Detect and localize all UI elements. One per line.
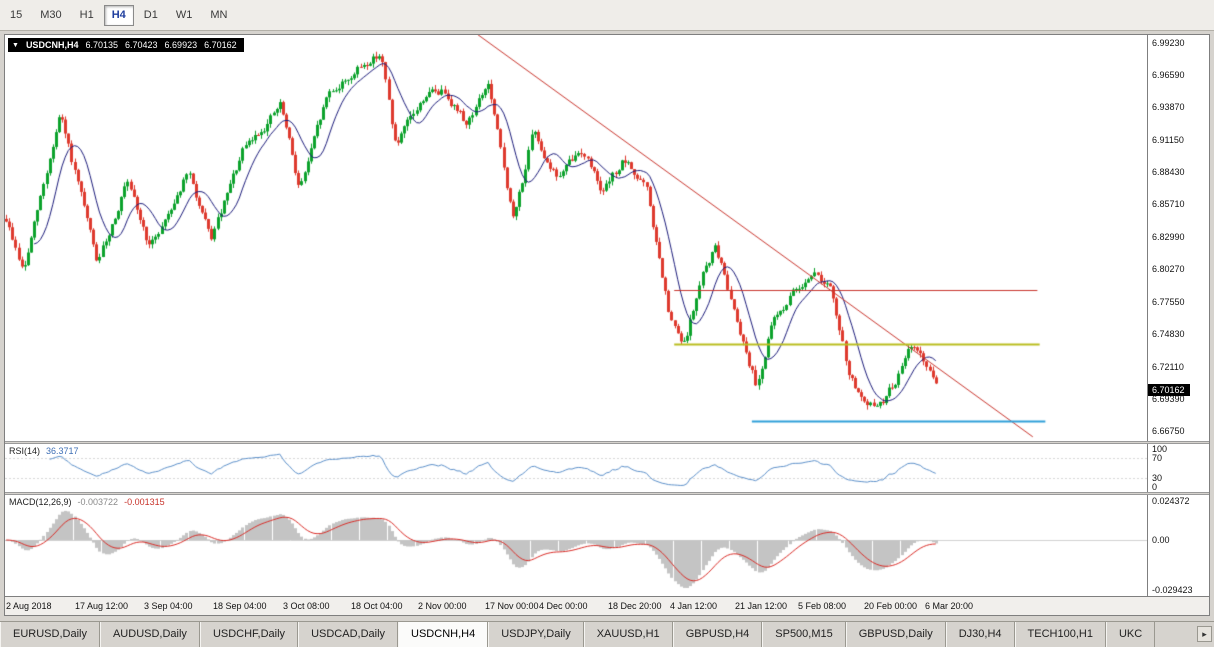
chart-tab-xauusd-h1[interactable]: XAUUSD,H1 <box>583 622 673 647</box>
time-axis-label: 17 Aug 12:00 <box>75 601 129 611</box>
tabs-scroll-right-button[interactable]: ▸ <box>1197 626 1212 642</box>
rsi-chart-canvas[interactable] <box>5 444 1147 492</box>
chart-tab-usdcnh-h4[interactable]: USDCNH,H4 <box>398 622 489 647</box>
price-axis-label: 6.85710 <box>1152 199 1185 210</box>
price-axis-label: 6.69390 <box>1152 394 1185 405</box>
time-axis-label: 21 Jan 12:00 <box>735 601 788 611</box>
chart-tab-usdchf-daily[interactable]: USDCHF,Daily <box>199 622 299 647</box>
timeframe-button-d1[interactable]: D1 <box>136 5 166 26</box>
pane-splitter-1[interactable] <box>5 441 1209 444</box>
timeframe-button-h1[interactable]: H1 <box>72 5 102 26</box>
triangle-down-icon: ▼ <box>12 41 19 49</box>
ohlc-high-value: 6.70423 <box>125 40 158 50</box>
timeframe-button-w1[interactable]: W1 <box>168 5 201 26</box>
chart-tab-audusd-daily[interactable]: AUDUSD,Daily <box>99 622 200 647</box>
rsi-scale-label: 70 <box>1152 453 1163 464</box>
macd-axis[interactable]: 0.024372 0.00 -0.029423 <box>1147 495 1209 596</box>
rsi-scale-label: 0 <box>1152 482 1158 492</box>
chart-tab-gbpusd-h4[interactable]: GBPUSD,H4 <box>672 622 763 647</box>
price-axis-label: 6.66750 <box>1152 425 1185 436</box>
timeframe-button-m30[interactable]: M30 <box>32 5 69 26</box>
time-axis[interactable]: 2 Aug 2018 17 Aug 12:00 3 Sep 04:00 18 Sep … <box>5 596 1209 615</box>
chart-tab-sp500-m15[interactable]: SP500,M15 <box>762 622 846 647</box>
chart-tab-usdjpy-daily[interactable]: USDJPY,Daily <box>488 622 584 647</box>
current-price-badge: 6.70162 <box>1148 384 1190 397</box>
price-axis-label: 6.74830 <box>1152 329 1185 340</box>
macd-scale-bottom: -0.029423 <box>1152 585 1193 595</box>
time-axis-label: 20 Feb 00:00 <box>864 601 918 611</box>
price-axis-label: 6.72110 <box>1152 361 1184 372</box>
candlestick-chart-canvas[interactable] <box>5 35 1147 441</box>
rsi-axis[interactable]: 100 70 30 0 <box>1147 444 1209 492</box>
rsi-plot: RSI(14) 36.3717 <box>5 444 1147 492</box>
rsi-scale-label: 30 <box>1152 472 1163 483</box>
chart-window: ▼ USDCNH,H4 6.70135 6.70423 6.69923 6.70… <box>4 34 1210 616</box>
time-axis-label: 18 Sep 04:00 <box>213 601 267 611</box>
ohlc-close-value: 6.70162 <box>204 40 237 50</box>
chart-tabs-bar: EURUSD,Daily AUDUSD,Daily USDCHF,Daily USDC… <box>0 621 1214 647</box>
macd-indicator-name: MACD(12,26,9) <box>9 497 72 507</box>
time-axis-label: 17 Nov 00:00 <box>485 601 539 611</box>
chart-title-strip: ▼ USDCNH,H4 6.70135 6.70423 6.69923 6.70… <box>8 38 244 52</box>
time-axis-label: 5 Feb 08:00 <box>798 601 847 611</box>
timeframe-button-mn[interactable]: MN <box>202 5 235 26</box>
rsi-indicator-name: RSI(14) <box>9 446 41 456</box>
chart-tab-tech100-h1[interactable]: TECH100,H1 <box>1014 622 1106 647</box>
chart-tab-gbpusd-daily[interactable]: GBPUSD,Daily <box>845 622 946 647</box>
time-axis-label: 2 Nov 00:00 <box>418 601 467 611</box>
time-axis-label: 3 Oct 08:00 <box>283 601 330 611</box>
ohlc-low-value: 6.69923 <box>164 40 198 50</box>
ohlc-open-value: 6.70135 <box>85 40 118 50</box>
macd-label: MACD(12,26,9) -0.003722 -0.001315 <box>9 497 165 507</box>
timeframe-button-h4[interactable]: H4 <box>103 4 134 26</box>
main-price-axis[interactable]: 6.70162 6.99230 6.96590 6.93870 6.91150 6.88… <box>1147 35 1209 441</box>
macd-plot: MACD(12,26,9) -0.003722 -0.001315 <box>5 495 1147 596</box>
time-axis-label: 3 Sep 04:00 <box>144 601 193 611</box>
chart-tab-dj30-h4[interactable]: DJ30,H4 <box>945 622 1015 647</box>
rsi-label: RSI(14) 36.3717 <box>9 446 79 456</box>
rsi-indicator-value: 36.3717 <box>46 446 79 456</box>
chart-tab-ukc[interactable]: UKC <box>1105 622 1156 647</box>
time-axis-label: 4 Dec 00:00 <box>539 601 588 611</box>
rsi-pane: RSI(14) 36.3717 100 70 30 0 <box>5 444 1209 492</box>
main-chart-plot: ▼ USDCNH,H4 6.70135 6.70423 6.69923 6.70… <box>5 35 1147 441</box>
time-axis-label: 2 Aug 2018 <box>6 601 52 611</box>
timeframe-button-15[interactable]: 15 <box>2 5 30 26</box>
timeframe-toolbar: 15 M30 H1 H4 D1 W1 MN <box>0 0 1214 31</box>
macd-signal-value: -0.001315 <box>124 497 165 507</box>
price-axis-label: 6.77550 <box>1152 296 1185 307</box>
price-axis-label: 6.82990 <box>1152 231 1185 242</box>
macd-scale-zero: 0.00 <box>1152 535 1170 545</box>
chart-tab-eurusd-daily[interactable]: EURUSD,Daily <box>0 622 100 647</box>
time-axis-label: 4 Jan 12:00 <box>670 601 718 611</box>
chart-symbol-label: USDCNH,H4 <box>25 40 79 50</box>
time-axis-label: 6 Mar 20:00 <box>925 601 974 611</box>
price-axis-label: 6.80270 <box>1152 264 1185 275</box>
pane-splitter-2[interactable] <box>5 492 1209 495</box>
chart-tab-usdcad-daily[interactable]: USDCAD,Daily <box>298 622 399 647</box>
macd-main-value: -0.003722 <box>77 497 119 507</box>
price-axis-label: 6.91150 <box>1152 134 1184 145</box>
time-axis-label: 18 Oct 04:00 <box>351 601 403 611</box>
macd-pane: MACD(12,26,9) -0.003722 -0.001315 0.0243… <box>5 495 1209 596</box>
price-axis-label: 6.96590 <box>1152 69 1185 80</box>
price-axis-label: 6.88430 <box>1152 167 1185 177</box>
time-axis-label: 18 Dec 20:00 <box>608 601 662 611</box>
price-axis-label: 6.93870 <box>1152 102 1185 112</box>
main-chart-pane: ▼ USDCNH,H4 6.70135 6.70423 6.69923 6.70… <box>5 35 1209 441</box>
macd-scale-top: 0.024372 <box>1152 496 1190 506</box>
macd-chart-canvas[interactable] <box>5 495 1147 596</box>
price-axis-label: 6.99230 <box>1152 38 1185 48</box>
rsi-scale-label: 100 <box>1152 444 1168 454</box>
